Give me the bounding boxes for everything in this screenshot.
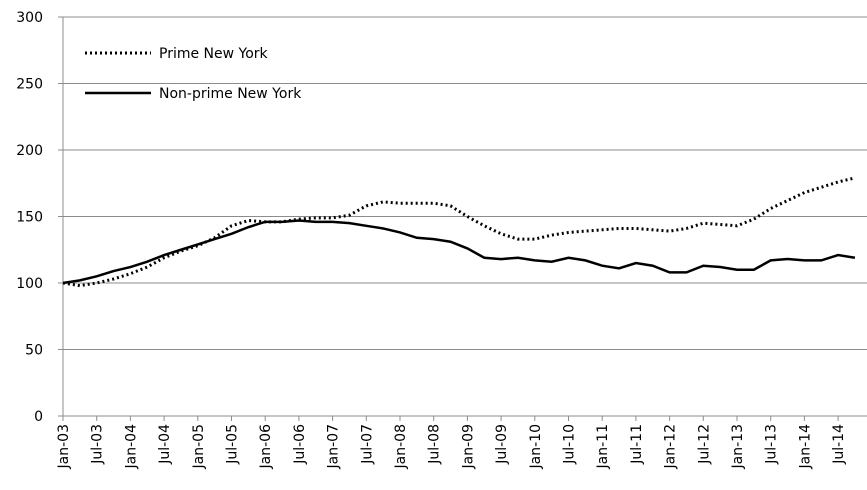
x-tick-label: Jul-12 xyxy=(696,424,712,465)
series-line xyxy=(62,219,856,285)
x-tick-label: Jan-09 xyxy=(460,424,476,469)
x-tick-label: Jul-09 xyxy=(494,424,510,465)
y-tick-label: 200 xyxy=(16,143,43,159)
x-tick-label: Jul-07 xyxy=(359,424,375,465)
x-tick-label: Jul-05 xyxy=(225,424,241,465)
x-tick-label: Jan-10 xyxy=(528,424,544,469)
y-tick-label: 100 xyxy=(16,276,43,292)
x-tick-label: Jul-13 xyxy=(764,424,780,465)
y-tick-label: 300 xyxy=(16,10,43,26)
x-tick-label: Jan-04 xyxy=(123,424,139,470)
x-tick-label: Jan-07 xyxy=(326,424,342,469)
x-tick-label: Jan-13 xyxy=(730,424,746,469)
x-tick-label: Jul-03 xyxy=(90,424,106,465)
x-tick-label: Jul-04 xyxy=(157,424,173,465)
y-tick-label: 0 xyxy=(34,409,43,425)
x-tick-label: Jan-03 xyxy=(56,424,72,469)
legend-label: Non-prime New York xyxy=(159,86,302,102)
x-tick-label: Jan-05 xyxy=(191,424,207,469)
y-tick-label: 250 xyxy=(16,77,43,93)
x-tick-label: Jan-11 xyxy=(595,424,611,469)
x-tick-label: Jul-08 xyxy=(427,424,443,465)
x-tick-label: Jul-14 xyxy=(831,424,847,465)
x-tick-label: Jul-06 xyxy=(292,424,308,465)
series-line xyxy=(62,176,856,288)
x-tick-label: Jan-08 xyxy=(393,424,409,469)
x-tick-label: Jan-06 xyxy=(258,424,274,470)
legend-label: Prime New York xyxy=(159,46,269,62)
x-tick-label: Jul-10 xyxy=(562,424,578,465)
y-tick-label: 150 xyxy=(16,210,43,226)
y-tick-label: 50 xyxy=(25,343,43,359)
x-tick-label: Jan-14 xyxy=(797,424,813,470)
x-tick-label: Jul-11 xyxy=(629,424,645,465)
x-tick-label: Jan-12 xyxy=(663,424,679,469)
